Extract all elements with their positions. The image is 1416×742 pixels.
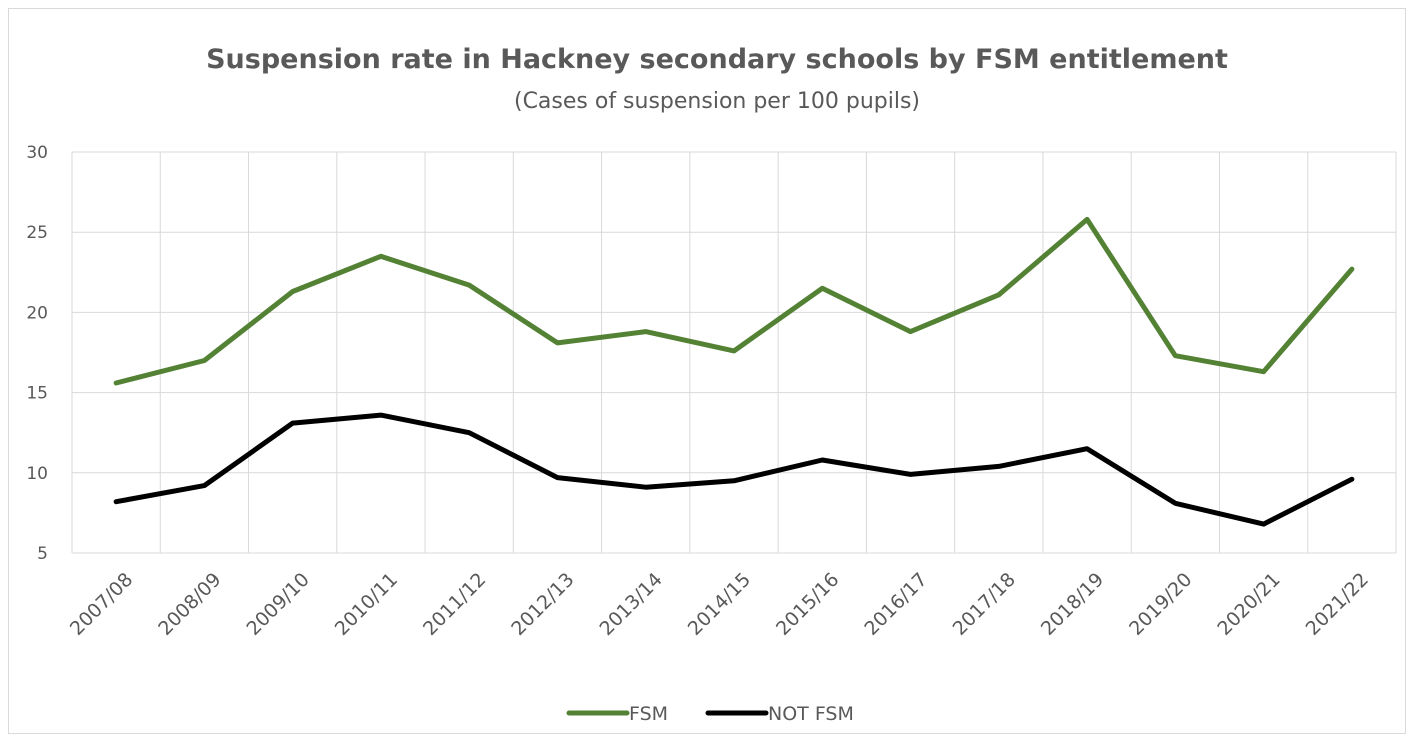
chart-frame xyxy=(8,8,1406,734)
x-tick-label: 2017/18 xyxy=(949,569,1020,640)
y-tick-label: 15 xyxy=(26,384,48,404)
y-tick-label: 10 xyxy=(26,464,48,484)
legend-label: NOT FSM xyxy=(768,703,854,725)
chart-subtitle: (Cases of suspension per 100 pupils) xyxy=(514,89,920,114)
x-tick-label: 2011/12 xyxy=(419,569,490,640)
series-line-not-fsm xyxy=(113,412,1355,527)
y-axis-ticks: 5 10 15 20 25 30 xyxy=(26,143,48,564)
x-tick-label: 2013/14 xyxy=(596,569,667,640)
legend-label: FSM xyxy=(629,703,668,725)
x-tick-label: 2016/17 xyxy=(860,569,931,640)
x-tick-label: 2012/13 xyxy=(507,569,578,640)
x-tick-label: 2008/09 xyxy=(154,569,225,640)
x-tick-label: 2014/15 xyxy=(684,569,755,640)
x-axis-ticks: 2007/08 2008/09 2009/10 2010/11 2011/12 2012/… xyxy=(66,569,1373,640)
x-tick-label: 2007/08 xyxy=(66,569,137,640)
chart-title: Suspension rate in Hackney secondary sch… xyxy=(206,44,1228,75)
x-tick-label: 2019/20 xyxy=(1125,569,1196,640)
y-tick-label: 30 xyxy=(26,143,48,163)
gridlines xyxy=(71,151,1397,554)
x-tick-label: 2018/19 xyxy=(1037,569,1108,640)
x-tick-label: 2020/21 xyxy=(1213,569,1284,640)
series-lines xyxy=(113,216,1355,527)
y-tick-label: 20 xyxy=(26,303,48,323)
x-tick-label: 2021/22 xyxy=(1302,569,1373,640)
x-tick-label: 2015/16 xyxy=(772,569,843,640)
legend: FSM NOT FSM xyxy=(566,703,854,725)
y-tick-label: 25 xyxy=(26,223,48,243)
series-line-fsm xyxy=(113,216,1355,386)
x-tick-label: 2009/10 xyxy=(242,569,313,640)
y-tick-label: 5 xyxy=(37,544,48,564)
x-tick-label: 2010/11 xyxy=(331,569,402,640)
